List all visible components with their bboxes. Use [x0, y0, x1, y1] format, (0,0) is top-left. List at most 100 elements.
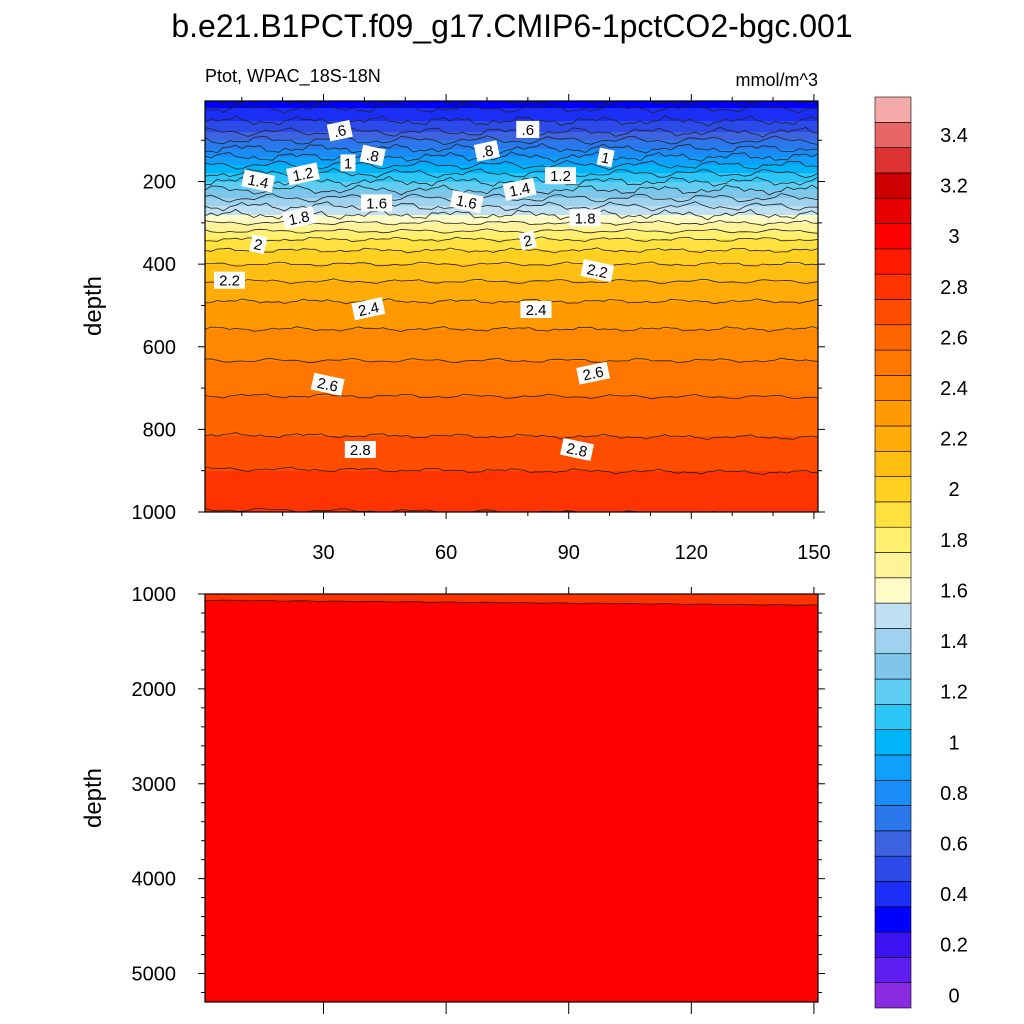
contour-band — [205, 157, 818, 159]
contour-band — [205, 219, 818, 221]
contour-band — [205, 273, 818, 275]
contour-label-text: 1.6 — [366, 195, 387, 212]
x-tick-label: 150 — [797, 542, 830, 564]
contour-band — [205, 143, 818, 145]
contour-band — [205, 456, 818, 458]
contour-band — [205, 453, 818, 455]
contour-band — [205, 102, 818, 104]
contour-label-box — [576, 361, 611, 385]
contour-label-text: 1.2 — [291, 165, 315, 186]
contour-band — [205, 324, 818, 326]
y-tick-label: 800 — [143, 419, 176, 441]
colorbar-swatch — [874, 704, 912, 730]
contour-band — [205, 130, 818, 132]
contour-band — [205, 412, 818, 414]
contour-band — [205, 341, 818, 343]
colorbar-swatch — [874, 147, 912, 174]
contour-label: 2 — [518, 230, 537, 251]
contour-label: 1.8 — [569, 209, 601, 227]
contour-band — [205, 116, 818, 118]
contour-band — [205, 222, 818, 224]
contour-band — [205, 449, 818, 451]
contour-band — [205, 256, 818, 258]
contour-band — [205, 237, 818, 239]
contour-band — [205, 134, 818, 136]
contour-band — [205, 441, 818, 443]
contour-band — [205, 359, 818, 361]
contour-band — [205, 501, 818, 503]
contour-band — [205, 291, 818, 293]
contour-line — [205, 193, 818, 203]
colorbar-swatch — [874, 425, 912, 452]
contour-band — [205, 295, 818, 297]
contour-band — [205, 479, 818, 481]
y-tick-label: 5000 — [132, 964, 177, 986]
contour-band — [205, 420, 818, 422]
contour-band — [205, 201, 818, 203]
colorbar-label: 0.6 — [940, 834, 968, 856]
contour-band — [205, 430, 818, 432]
colorbar-label: 2.2 — [940, 429, 968, 451]
upper-filled-contours — [205, 101, 818, 512]
colorbar-swatch — [874, 349, 912, 376]
contour-band — [205, 392, 818, 394]
contour-band — [205, 232, 818, 234]
contour-band — [205, 160, 818, 162]
contour-label-box — [249, 234, 268, 255]
contour-band — [205, 440, 818, 442]
contour-label-text: 2 — [252, 236, 264, 254]
contour-label-text: .6 — [522, 122, 535, 139]
colorbar-swatch — [874, 324, 912, 351]
contour-band — [205, 131, 818, 133]
contour-band — [205, 140, 818, 142]
colorbar-swatch — [874, 501, 912, 528]
upper-y-axis-label: depth — [80, 276, 107, 336]
contour-label: 2.2 — [214, 271, 245, 290]
contour-band — [205, 310, 818, 312]
lower-axes: 1000 2000 3000 4000 5000 — [132, 584, 825, 1014]
contour-label: 1.8 — [281, 206, 316, 230]
contour-band — [205, 126, 818, 128]
contour-band — [205, 331, 818, 333]
colorbar-label: 3.2 — [940, 176, 968, 198]
contour-band — [205, 483, 818, 485]
contour-band — [205, 104, 818, 106]
contour-line — [205, 357, 818, 364]
contour-label: 2 — [249, 234, 268, 255]
contour-label-text: 1.4 — [508, 180, 532, 201]
contour-line — [205, 135, 818, 146]
contour-band — [205, 489, 818, 491]
contour-band — [205, 337, 818, 339]
contour-band — [205, 452, 818, 454]
contour-label: 1.6 — [361, 194, 393, 212]
contour-label-box — [359, 144, 386, 167]
contour-line — [205, 247, 818, 254]
contour-band — [205, 106, 818, 108]
contour-band — [205, 374, 818, 376]
contour-band — [205, 353, 818, 355]
contour-band — [205, 223, 818, 225]
contour-band — [205, 492, 818, 494]
contour-band — [205, 311, 818, 313]
contour-band — [205, 207, 818, 209]
contour-band — [205, 133, 818, 135]
contour-band — [205, 314, 818, 316]
contour-band — [205, 296, 818, 298]
contour-band — [205, 330, 818, 332]
contour-band — [205, 498, 818, 500]
contour-line — [205, 393, 818, 400]
contour-label: 1 — [340, 154, 356, 172]
colorbar-swatch — [874, 805, 912, 832]
contour-band — [205, 229, 818, 231]
contour-band — [205, 349, 818, 351]
contour-band — [205, 292, 818, 294]
x-tick-label: 120 — [675, 542, 708, 564]
contour-band — [205, 153, 818, 155]
colorbar-swatch — [874, 602, 912, 629]
contour-band — [205, 275, 818, 277]
contour-band — [205, 164, 818, 166]
contour-label: 1.6 — [449, 190, 484, 214]
contour-band — [205, 477, 818, 479]
contour-line — [205, 326, 818, 333]
contour-label-text: 2.6 — [316, 375, 340, 396]
